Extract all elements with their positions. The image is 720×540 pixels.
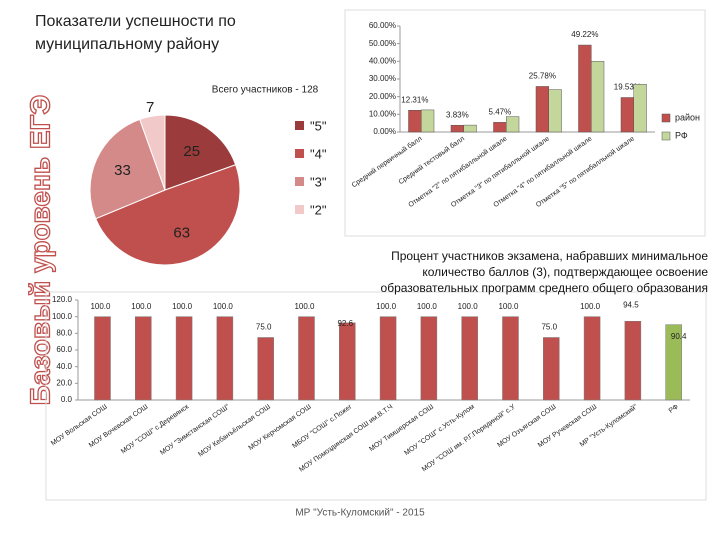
bar bbox=[339, 322, 356, 401]
legend-label: "3" bbox=[310, 174, 327, 189]
bar bbox=[175, 316, 193, 401]
bar bbox=[502, 316, 519, 401]
value-label: 75.0 bbox=[541, 323, 557, 332]
bar bbox=[583, 316, 601, 401]
bar bbox=[591, 61, 605, 133]
bar bbox=[298, 316, 315, 401]
legend-swatch bbox=[295, 121, 304, 130]
pie-slice bbox=[89, 118, 166, 220]
legend-label: район bbox=[675, 112, 700, 122]
value-label: 100.0 bbox=[376, 302, 397, 311]
footer: МР "Усть-Куломский" - 2015 bbox=[295, 508, 425, 519]
bar bbox=[624, 321, 642, 401]
y-tick-label: 100.0 bbox=[52, 312, 73, 321]
value-label: 19.53% bbox=[614, 83, 641, 92]
bar bbox=[94, 316, 111, 401]
pie-slice bbox=[164, 114, 237, 191]
value-label: 100.0 bbox=[131, 302, 152, 311]
value-label: 94.5 bbox=[623, 300, 639, 309]
slice-label: 63 bbox=[173, 224, 190, 241]
bar bbox=[665, 324, 682, 401]
value-label: 100.0 bbox=[417, 302, 438, 311]
x-tick-label: МОУ "СОШ" с.Усть-Кулом bbox=[403, 403, 476, 457]
legend-label: "5" bbox=[310, 118, 327, 133]
y-tick-label: 40.00% bbox=[369, 56, 396, 65]
value-label: 25.78% bbox=[529, 72, 556, 81]
pie-slice bbox=[95, 164, 241, 266]
value-label: 90.4 bbox=[671, 332, 687, 341]
value-label: 100.0 bbox=[580, 302, 601, 311]
slice-label: 25 bbox=[183, 143, 200, 160]
legend-label: "4" bbox=[310, 146, 327, 161]
top-chart-frame bbox=[344, 9, 706, 237]
value-label: 100.0 bbox=[498, 302, 519, 311]
bar bbox=[463, 124, 477, 133]
y-tick-label: 20.00% bbox=[369, 92, 396, 101]
bar bbox=[461, 316, 478, 401]
y-tick-label: 50.00% bbox=[369, 39, 396, 48]
bar bbox=[548, 89, 562, 133]
bar bbox=[408, 110, 422, 133]
bar bbox=[633, 84, 647, 133]
bar bbox=[506, 116, 520, 133]
value-label: 5.47% bbox=[489, 107, 512, 116]
value-label: 49.22% bbox=[571, 30, 598, 39]
bar-chart-title: Процент участников экзамена, набравших м… bbox=[380, 249, 708, 295]
x-tick-label: МОУ Кебанъёльская СОШ bbox=[197, 403, 272, 459]
legend-swatch bbox=[295, 205, 304, 214]
value-label: 100.0 bbox=[213, 302, 234, 311]
value-label: 3.83% bbox=[446, 110, 469, 119]
y-tick-label: 60.00% bbox=[369, 21, 396, 30]
y-tick-label: 30.00% bbox=[369, 74, 396, 83]
bar bbox=[379, 316, 397, 401]
bar bbox=[216, 316, 234, 401]
bar bbox=[535, 86, 549, 133]
y-tick-label: 0.0 bbox=[61, 395, 73, 404]
x-tick-label: Средний тестовый балл bbox=[397, 135, 466, 187]
legend-swatch bbox=[295, 177, 304, 186]
y-tick-label: 0.00% bbox=[373, 127, 396, 136]
value-label: 100.0 bbox=[172, 302, 193, 311]
bar bbox=[493, 122, 507, 133]
value-label: 92.6 bbox=[337, 319, 353, 328]
x-tick-label: МОУ "СОШ" с.Деревянск bbox=[120, 403, 191, 456]
bar bbox=[450, 124, 464, 133]
y-tick-label: 40.0 bbox=[56, 362, 72, 371]
value-label: 100.0 bbox=[458, 302, 479, 311]
slice-label: 33 bbox=[114, 162, 131, 179]
y-tick-label: 80.0 bbox=[56, 328, 72, 337]
y-tick-label: 120.0 bbox=[52, 295, 73, 304]
bar bbox=[420, 316, 438, 401]
title-line: муниципальному району bbox=[35, 36, 219, 53]
slice-label: 7 bbox=[146, 99, 154, 116]
x-tick-label: МОУ "Зимстанская СОШ" bbox=[159, 403, 231, 457]
value-label: 100.0 bbox=[294, 302, 315, 311]
bar bbox=[421, 109, 435, 133]
side-label: Базовый уровень ЕГЭ bbox=[24, 95, 55, 406]
value-label: 100.0 bbox=[90, 302, 111, 311]
value-label: 12.31% bbox=[401, 95, 428, 104]
x-tick-label: РФ bbox=[668, 403, 680, 414]
bar bbox=[257, 337, 274, 401]
pie-title: Всего участников - 128 bbox=[212, 85, 319, 96]
title-line: Показатели успешности по bbox=[35, 13, 236, 30]
bar bbox=[543, 337, 560, 401]
value-label: 75.0 bbox=[256, 323, 272, 332]
bottom-chart-frame bbox=[45, 291, 707, 501]
bar bbox=[135, 316, 152, 401]
legend-swatch bbox=[295, 149, 304, 158]
legend-label: "2" bbox=[310, 202, 327, 217]
pie-slice bbox=[139, 114, 166, 191]
bar bbox=[578, 44, 592, 133]
legend-label: РФ bbox=[675, 130, 688, 140]
bar bbox=[620, 97, 634, 133]
legend-swatch bbox=[661, 131, 671, 141]
y-tick-label: 60.0 bbox=[56, 345, 72, 354]
x-tick-label: Средний первичный балл bbox=[350, 135, 423, 190]
legend-swatch bbox=[661, 113, 671, 123]
y-tick-label: 20.0 bbox=[56, 378, 72, 387]
y-tick-label: 10.00% bbox=[369, 109, 396, 118]
